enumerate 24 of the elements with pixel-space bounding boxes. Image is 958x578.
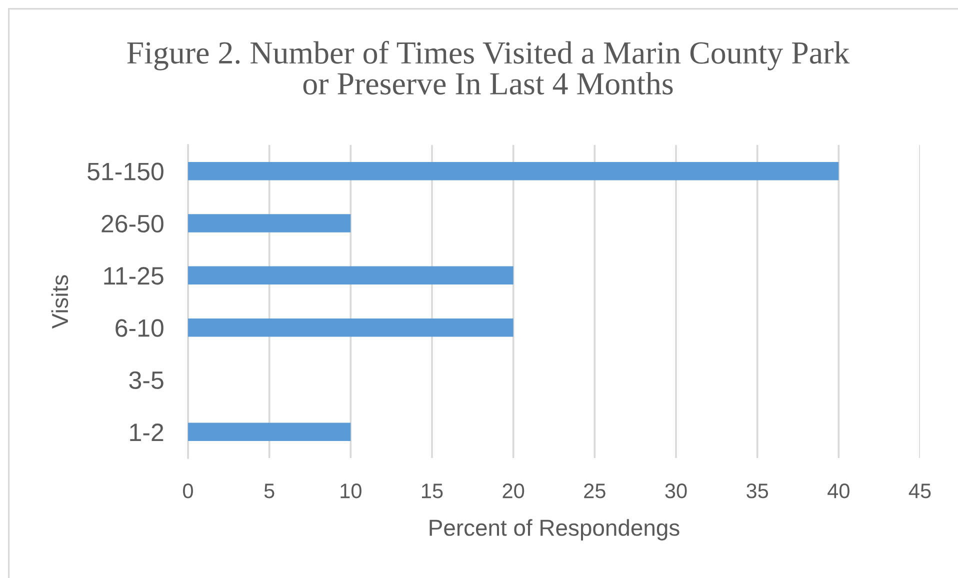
bar [188, 214, 351, 232]
x-tick-label: 40 [828, 484, 850, 498]
x-tick-label: 15 [422, 484, 443, 498]
bar [188, 266, 514, 285]
bar [188, 422, 351, 442]
x-tick-label: 45 [908, 484, 931, 498]
y-tick-label: 3-5 [129, 371, 164, 390]
x-tick-label: 25 [584, 484, 606, 498]
x-tick-label: 5 [264, 484, 274, 498]
x-tick-label: 10 [340, 484, 362, 498]
x-axis-title: Percent of Respondengs [430, 519, 680, 540]
x-tick-label: 0 [183, 484, 193, 498]
chart-title: Figure 2. Number of Times Visited a Marin County Park or Preserve In Last 4 Months [127, 40, 850, 95]
x-tick-label: 20 [502, 484, 524, 498]
y-tick-label: 6-10 [116, 319, 164, 337]
y-tick-label: 51-150 [88, 162, 164, 180]
y-tick-label: 11-25 [104, 267, 164, 285]
x-tick-label: 35 [746, 484, 768, 498]
y-tick-label: 26-50 [102, 214, 164, 233]
x-tick-label: 30 [665, 484, 687, 498]
bar [188, 162, 839, 180]
bar [188, 318, 514, 337]
y-tick-label: 1-2 [130, 424, 164, 441]
y-axis-title: Visits [51, 275, 68, 329]
